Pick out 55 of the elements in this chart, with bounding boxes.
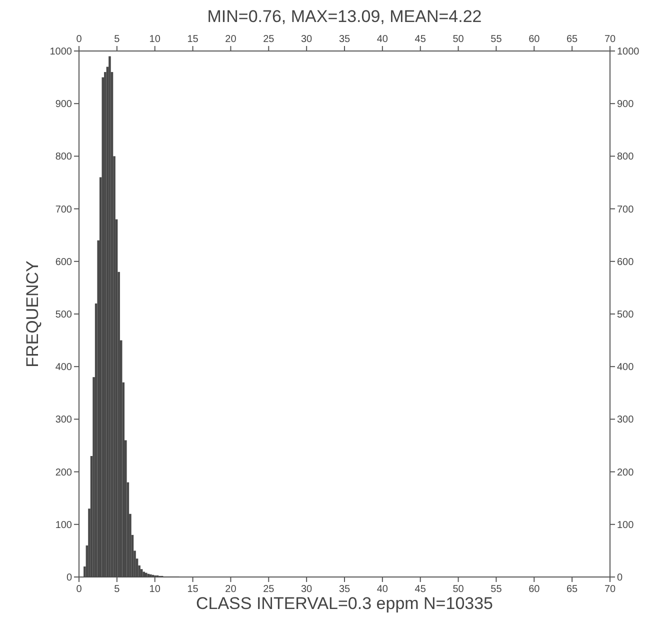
x2-tick-label: 40 [376, 584, 388, 595]
x-tick-label: 45 [414, 34, 426, 45]
x2-tick-label: 0 [76, 584, 82, 595]
y2-tick-label: 800 [617, 152, 634, 163]
x2-tick-label: 45 [414, 584, 426, 595]
y2-tick-label: 0 [617, 572, 623, 584]
y-tick-label: 200 [55, 467, 72, 478]
y2-tick-label: 200 [617, 467, 634, 478]
y2-tick-label: 500 [617, 310, 634, 320]
x-tick-label: 15 [187, 34, 199, 45]
x-tick-label: 65 [566, 34, 578, 45]
x2-tick-label: 10 [149, 584, 161, 595]
x2-tick-label: 25 [263, 584, 275, 595]
x2-tick-label: 35 [338, 584, 350, 595]
y-tick-label: 700 [55, 204, 72, 216]
x-tick-label: 0 [76, 34, 82, 45]
x2-tick-label: 50 [452, 584, 464, 595]
y2-tick-label: 100 [617, 520, 634, 531]
x-tick-label: 35 [338, 34, 350, 45]
y-tick-label: 1000 [50, 46, 72, 58]
y2-tick-label: 1000 [617, 46, 640, 58]
y2-tick-label: 700 [617, 204, 634, 216]
y2-tick-label: 600 [617, 256, 634, 268]
x-tick-label: 70 [604, 34, 616, 45]
y-tick-label: 500 [55, 310, 72, 320]
x2-tick-label: 20 [225, 584, 237, 595]
y-tick-label: 800 [55, 152, 72, 163]
x2-tick-label: 70 [604, 584, 616, 595]
x-tick-label: 60 [528, 34, 540, 45]
chart-title: MIN=0.76, MAX=13.09, MEAN=4.22 [207, 7, 482, 26]
x-tick-label: 10 [149, 34, 161, 45]
x-tick-label: 25 [263, 34, 275, 45]
y-tick-label: 300 [55, 414, 72, 426]
y-tick-label: 900 [55, 99, 72, 110]
x2-tick-label: 65 [566, 584, 578, 595]
x-tick-label: 30 [301, 34, 313, 45]
y-axis-title: FREQUENCY [23, 260, 42, 368]
y2-tick-label: 900 [617, 99, 634, 110]
y2-tick-label: 400 [617, 362, 634, 374]
y-tick-label: 600 [55, 256, 72, 268]
x2-tick-label: 30 [301, 584, 313, 595]
x-tick-label: 55 [490, 34, 502, 45]
x2-tick-label: 5 [114, 584, 120, 595]
x-tick-label: 20 [225, 34, 237, 45]
x2-tick-label: 55 [490, 584, 502, 595]
x2-tick-label: 15 [187, 584, 199, 595]
y-tick-label: 400 [55, 362, 72, 374]
x-tick-label: 5 [114, 34, 120, 45]
x-tick-label: 40 [376, 34, 388, 45]
y-tick-label: 100 [55, 520, 72, 531]
y-tick-label: 0 [66, 572, 72, 584]
x2-tick-label: 60 [528, 584, 540, 595]
x-tick-label: 50 [452, 34, 464, 45]
x-axis-title: CLASS INTERVAL=0.3 eppm N=10335 [196, 594, 494, 613]
y2-tick-label: 300 [617, 414, 634, 426]
